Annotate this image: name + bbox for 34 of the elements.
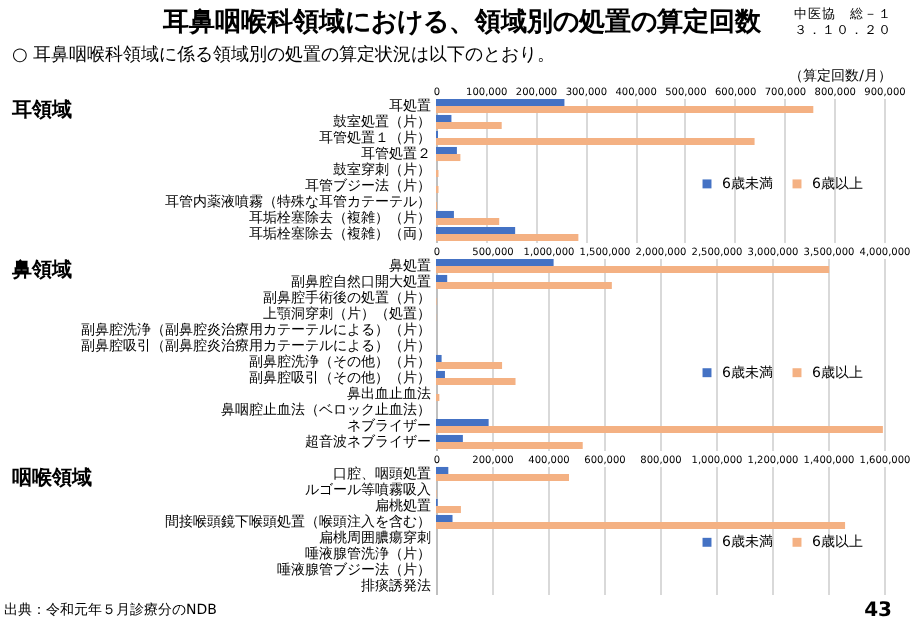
bar [436, 258, 554, 266]
y-axis-title: 咽喉領域 [12, 466, 92, 490]
y-axis-title: 耳領域 [10, 98, 72, 122]
bar [436, 370, 445, 378]
bar [436, 514, 453, 522]
bar [436, 154, 461, 162]
text: 43 [864, 600, 893, 622]
bar [436, 506, 461, 514]
bar [436, 114, 452, 122]
bar [436, 218, 500, 226]
bar [436, 282, 612, 290]
bar [436, 434, 463, 442]
bar [436, 426, 883, 434]
bar [436, 274, 448, 282]
bar [436, 234, 579, 242]
bar [436, 138, 755, 146]
bar [436, 442, 583, 450]
bar [436, 226, 516, 234]
text: ○ 耳鼻咽喉科領域に係る領域別の処置の算定状況は以下のとおり。 [12, 44, 556, 66]
bar [436, 418, 489, 426]
bar [436, 362, 503, 370]
bar [436, 122, 502, 130]
bar [436, 474, 569, 482]
bar [436, 466, 449, 474]
bar [436, 106, 814, 114]
bar [436, 354, 442, 362]
bar [436, 146, 457, 154]
bar [436, 378, 516, 386]
chart-title: 耳鼻咽喉科領域における、領域別の処置の算定回数 [161, 6, 763, 38]
bar [436, 210, 454, 218]
bar [436, 522, 846, 530]
y-axis-title: 鼻領域 [10, 258, 72, 282]
bar [436, 266, 830, 274]
bar [436, 98, 565, 106]
